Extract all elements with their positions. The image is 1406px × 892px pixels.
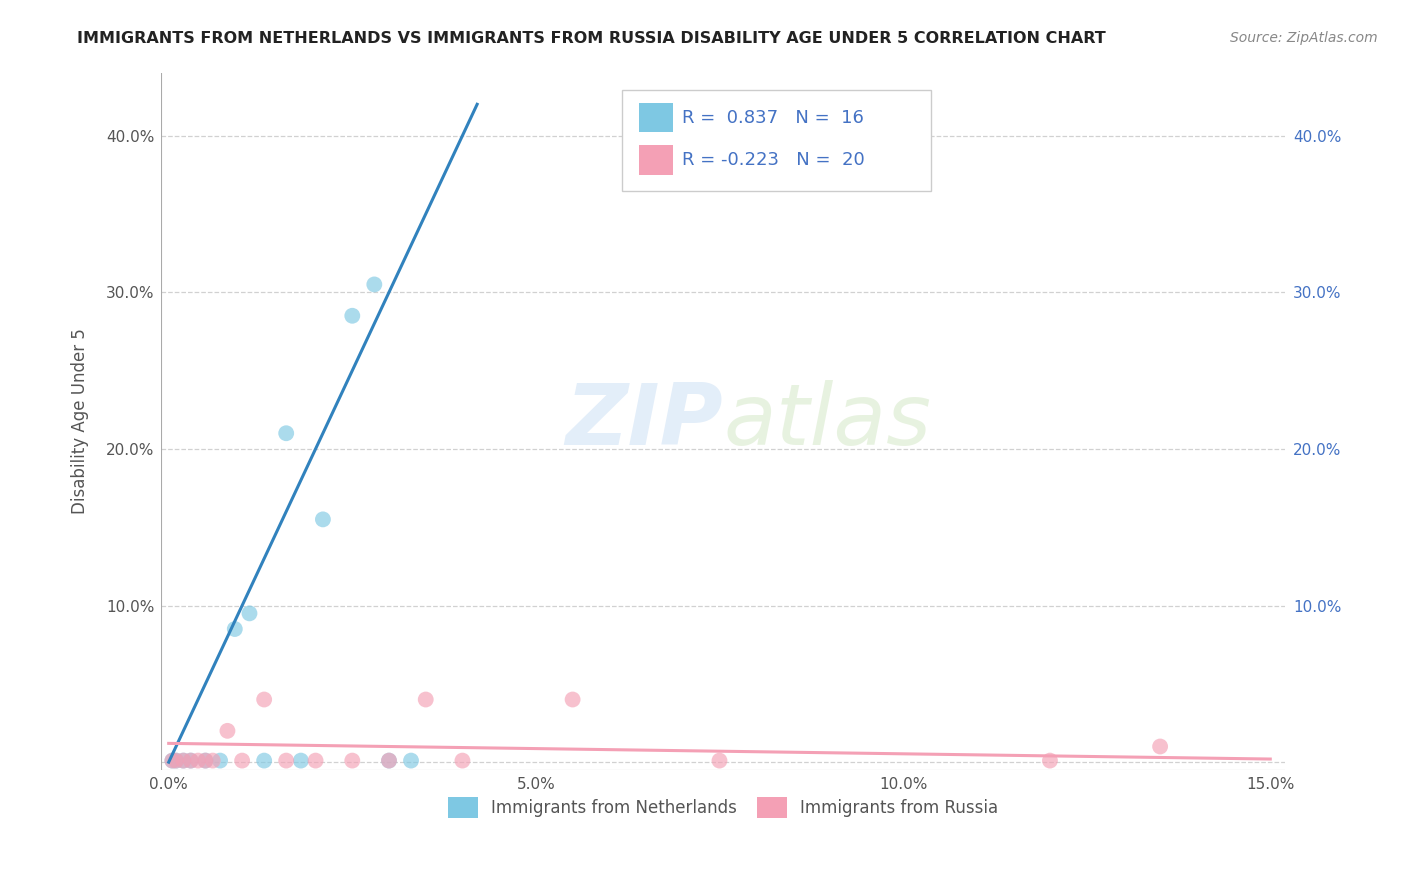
Point: [451, 754, 474, 768]
Y-axis label: Disability Age Under 5: Disability Age Under 5: [72, 328, 89, 515]
Point: [187, 754, 209, 768]
Point: [253, 754, 276, 768]
Text: IMMIGRANTS FROM NETHERLANDS VS IMMIGRANTS FROM RUSSIA DISABILITY AGE UNDER 5 COR: IMMIGRANTS FROM NETHERLANDS VS IMMIGRANT…: [77, 31, 1107, 46]
Point: [224, 622, 246, 636]
Point: [172, 754, 194, 768]
Point: [378, 754, 401, 768]
Point: [363, 277, 385, 292]
Text: R = -0.223   N =  20: R = -0.223 N = 20: [682, 151, 865, 169]
Point: [180, 754, 202, 768]
Point: [194, 754, 217, 768]
Text: R =  0.837   N =  16: R = 0.837 N = 16: [682, 109, 863, 127]
Point: [209, 754, 232, 768]
Point: [172, 754, 194, 768]
Text: atlas: atlas: [723, 380, 931, 463]
Point: [312, 512, 335, 526]
Text: Source: ZipAtlas.com: Source: ZipAtlas.com: [1230, 31, 1378, 45]
Point: [217, 723, 239, 738]
Point: [231, 754, 253, 768]
FancyBboxPatch shape: [638, 145, 672, 175]
Point: [162, 754, 184, 768]
Point: [1039, 754, 1062, 768]
Point: [342, 754, 364, 768]
Point: [162, 754, 184, 768]
Point: [415, 692, 437, 706]
Point: [238, 607, 260, 621]
Point: [399, 754, 422, 768]
Point: [253, 692, 276, 706]
Point: [304, 754, 326, 768]
Point: [1149, 739, 1171, 754]
Legend: Immigrants from Netherlands, Immigrants from Russia: Immigrants from Netherlands, Immigrants …: [441, 790, 1005, 824]
Text: ZIP: ZIP: [565, 380, 723, 463]
Point: [165, 754, 187, 768]
Point: [276, 426, 298, 441]
Point: [276, 754, 298, 768]
Point: [180, 754, 202, 768]
FancyBboxPatch shape: [621, 90, 931, 192]
Point: [165, 754, 187, 768]
Point: [378, 754, 401, 768]
Point: [709, 754, 731, 768]
Point: [201, 754, 224, 768]
Point: [342, 309, 364, 323]
Point: [561, 692, 583, 706]
Point: [290, 754, 312, 768]
FancyBboxPatch shape: [638, 103, 672, 132]
Point: [194, 754, 217, 768]
